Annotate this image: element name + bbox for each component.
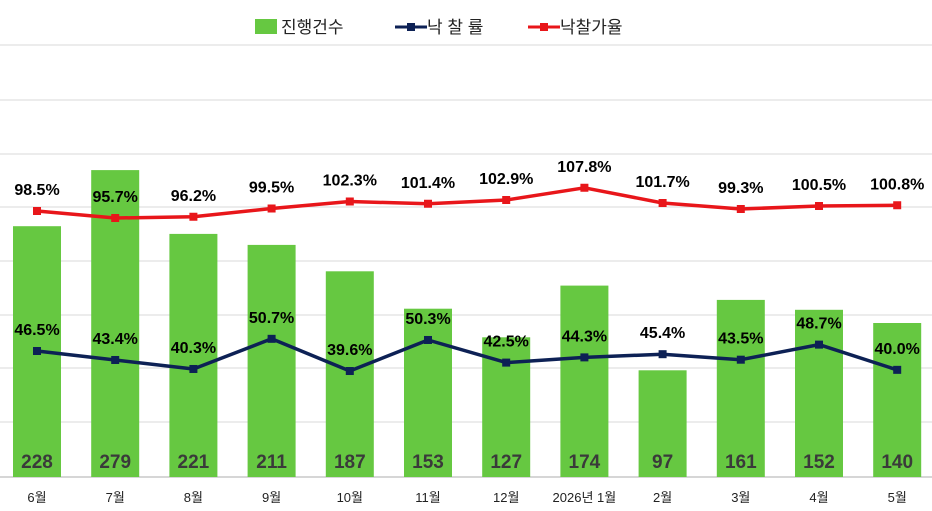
bid-rate-label: 39.6%: [327, 342, 372, 359]
legend-label-rate: 낙 찰 률: [427, 18, 483, 37]
bar-value-label: 161: [725, 452, 757, 473]
bid-rate-point: [189, 364, 198, 373]
x-tick-label: 10월: [337, 490, 363, 505]
bar-value-label: 174: [569, 452, 601, 473]
price-rate-label: 99.5%: [249, 180, 294, 197]
price-rate-label: 95.7%: [93, 189, 138, 206]
x-tick-label: 2월: [653, 490, 672, 505]
bar-value-label: 153: [412, 452, 444, 473]
bar-series: [13, 170, 922, 477]
bid-rate-point: [111, 355, 120, 364]
bid-rate-label: 42.5%: [484, 334, 529, 351]
legend-marker-rate: [407, 23, 415, 31]
bar: [560, 285, 609, 477]
price-rate-point: [815, 202, 823, 210]
bid-rate-label: 40.3%: [171, 340, 216, 357]
bid-rate-point: [345, 367, 354, 376]
legend-swatch-count: [255, 19, 277, 34]
bid-rate-point: [424, 335, 432, 344]
price-rate-point: [580, 183, 589, 192]
price-rate-point: [345, 197, 354, 206]
x-axis: 6월 7월 8월 9월 10월 11월 12월 2026년 1월 2월 3월 4월 5월: [27, 490, 906, 505]
x-tick-label: 4월: [809, 490, 828, 505]
x-tick-label: 12월: [493, 490, 519, 505]
price-rate-line: [36, 186, 898, 220]
bid-rate-point: [736, 355, 745, 364]
legend-label-count: 진행건수: [281, 18, 344, 37]
bar: [169, 233, 218, 477]
x-tick-label: 2026년 1월: [553, 490, 617, 505]
price-rate-point: [502, 196, 511, 204]
legend-marker-price: [540, 23, 548, 31]
gridlines: [0, 44, 932, 478]
price-rate-point: [267, 204, 276, 213]
bid-rate-point: [502, 358, 511, 367]
bar-value-label: 140: [881, 452, 913, 473]
bid-rate-point: [267, 334, 276, 343]
bar: [247, 244, 296, 477]
x-tick-label: 3월: [731, 490, 750, 505]
bar-value-label: 127: [490, 452, 522, 473]
bar-value-label: 211: [256, 452, 287, 473]
x-tick-label: 7월: [106, 490, 125, 505]
bar-value-label: 279: [99, 452, 131, 473]
bar: [795, 309, 843, 477]
price-rate-point: [424, 199, 432, 208]
price-rate-label: 102.9%: [479, 171, 533, 188]
price-rate-label: 101.7%: [635, 174, 689, 191]
bid-rate-point: [893, 365, 902, 374]
bid-rate-label: 40.0%: [875, 341, 920, 358]
price-rate-label: 100.8%: [870, 176, 924, 193]
price-rate-label: 100.5%: [792, 177, 846, 194]
price-rate-point: [736, 205, 745, 213]
bar-value-label: 152: [803, 452, 835, 473]
price-rate-label: 101.4%: [401, 175, 455, 192]
x-tick-label: 9월: [262, 490, 281, 505]
bid-rate-label: 50.7%: [249, 310, 294, 327]
line-series: [33, 183, 902, 376]
price-rate-label: 96.2%: [171, 188, 216, 205]
price-rate-point: [111, 214, 120, 222]
bid-rate-point: [580, 353, 589, 362]
bid-rate-label: 46.5%: [14, 322, 59, 339]
bar: [716, 299, 765, 477]
price-rate-point: [658, 199, 667, 207]
bar: [873, 323, 922, 477]
price-rate-label: 98.5%: [14, 182, 59, 199]
data-labels: 228 279 221 211 187 153 127 174 97 161 152 140 98.5%…: [14, 159, 924, 473]
x-tick-label: 8월: [184, 490, 203, 505]
price-rate-label: 107.8%: [557, 159, 611, 176]
bar-value-label: 221: [178, 452, 210, 473]
x-tick-label: 6월: [27, 490, 46, 505]
bid-rate-label: 45.4%: [640, 325, 685, 342]
price-rate-point: [33, 207, 41, 215]
legend: 진행건수 낙 찰 률 낙찰가율: [255, 18, 623, 37]
bid-rate-label: 44.3%: [562, 328, 607, 345]
bar-value-label: 187: [334, 452, 366, 473]
bid-rate-point: [658, 350, 667, 359]
bid-rate-line: [36, 337, 898, 373]
bid-rate-label: 43.4%: [93, 331, 138, 348]
price-rate-label: 99.3%: [718, 180, 763, 197]
x-tick-label: 11월: [415, 490, 440, 505]
bid-rate-point: [815, 340, 823, 349]
bar: [638, 370, 687, 477]
bar-value-label: 228: [21, 452, 53, 473]
bid-rate-label: 43.5%: [718, 331, 763, 348]
bid-rate-label: 50.3%: [405, 311, 450, 328]
price-rate-point: [189, 212, 198, 221]
bar-value-label: 97: [652, 452, 673, 473]
price-rate-point: [893, 201, 902, 210]
price-rate-label: 102.3%: [323, 173, 377, 190]
bid-rate-point: [33, 347, 41, 355]
bid-rate-label: 48.7%: [796, 316, 841, 333]
x-tick-label: 5월: [888, 490, 907, 505]
legend-label-price: 낙찰가율: [560, 18, 623, 37]
